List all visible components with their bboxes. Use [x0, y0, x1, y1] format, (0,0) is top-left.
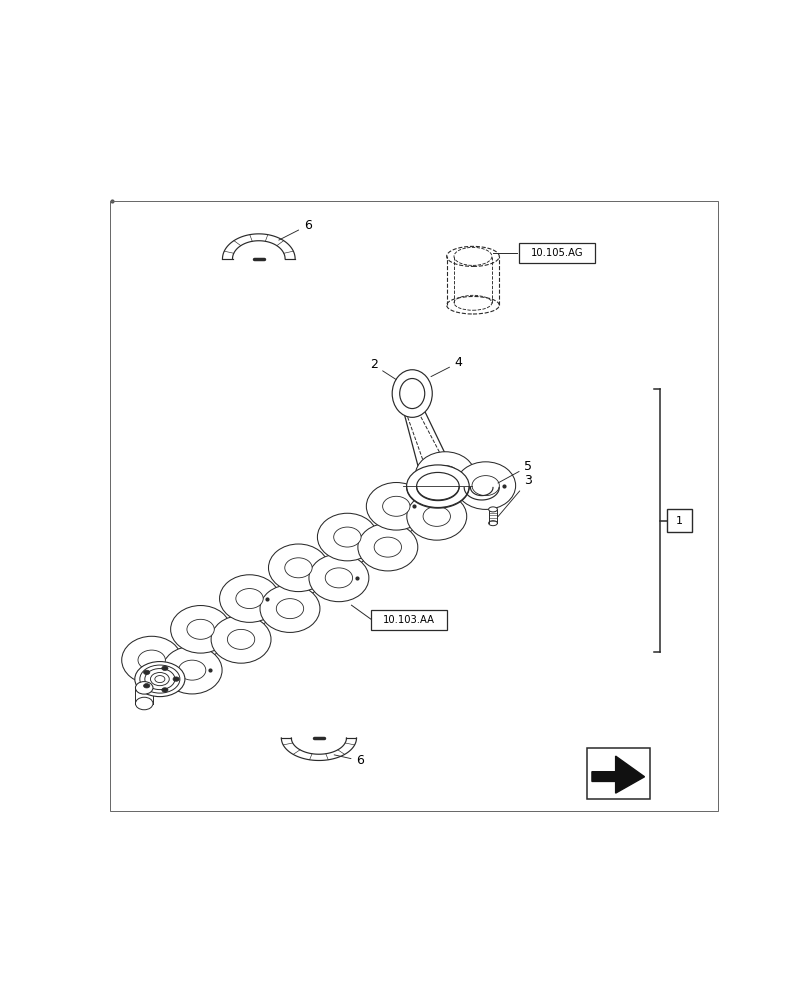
Ellipse shape [406, 465, 469, 508]
Ellipse shape [456, 462, 516, 509]
Ellipse shape [162, 688, 168, 692]
Text: 3: 3 [498, 474, 532, 517]
Ellipse shape [417, 472, 459, 500]
Text: 1: 1 [676, 516, 683, 526]
Ellipse shape [138, 650, 166, 670]
Ellipse shape [334, 527, 361, 547]
Ellipse shape [173, 677, 179, 681]
Ellipse shape [236, 589, 263, 609]
Ellipse shape [122, 636, 182, 684]
Ellipse shape [400, 379, 425, 409]
FancyBboxPatch shape [667, 509, 692, 532]
Ellipse shape [144, 670, 149, 675]
Ellipse shape [136, 682, 153, 694]
Ellipse shape [489, 507, 498, 512]
Text: 2: 2 [369, 358, 396, 380]
Ellipse shape [187, 619, 214, 639]
Ellipse shape [211, 616, 271, 663]
Ellipse shape [268, 544, 328, 592]
Ellipse shape [135, 662, 185, 697]
Polygon shape [592, 756, 645, 793]
FancyBboxPatch shape [519, 243, 595, 263]
Ellipse shape [162, 666, 168, 670]
Ellipse shape [383, 496, 410, 516]
Text: 6: 6 [279, 219, 312, 240]
Text: 10.105.AG: 10.105.AG [531, 248, 583, 258]
Text: 5: 5 [498, 460, 532, 483]
Ellipse shape [276, 599, 304, 619]
Ellipse shape [423, 506, 450, 526]
Ellipse shape [220, 575, 280, 622]
Ellipse shape [374, 537, 402, 557]
FancyBboxPatch shape [587, 748, 650, 799]
Ellipse shape [326, 568, 352, 588]
Ellipse shape [415, 452, 475, 499]
Ellipse shape [309, 554, 369, 602]
Text: 10.103.AA: 10.103.AA [383, 615, 435, 625]
Ellipse shape [144, 684, 149, 688]
Ellipse shape [170, 606, 230, 653]
FancyBboxPatch shape [371, 610, 448, 630]
Ellipse shape [392, 370, 432, 417]
Ellipse shape [472, 476, 499, 496]
Ellipse shape [366, 483, 427, 530]
Ellipse shape [406, 493, 467, 540]
Ellipse shape [179, 660, 206, 680]
Text: 4: 4 [431, 356, 463, 377]
Ellipse shape [260, 585, 320, 632]
Ellipse shape [284, 558, 312, 578]
Text: 6: 6 [335, 754, 364, 767]
Ellipse shape [358, 523, 418, 571]
Ellipse shape [162, 646, 222, 694]
Ellipse shape [431, 466, 459, 486]
Ellipse shape [318, 513, 377, 561]
Ellipse shape [227, 629, 255, 649]
